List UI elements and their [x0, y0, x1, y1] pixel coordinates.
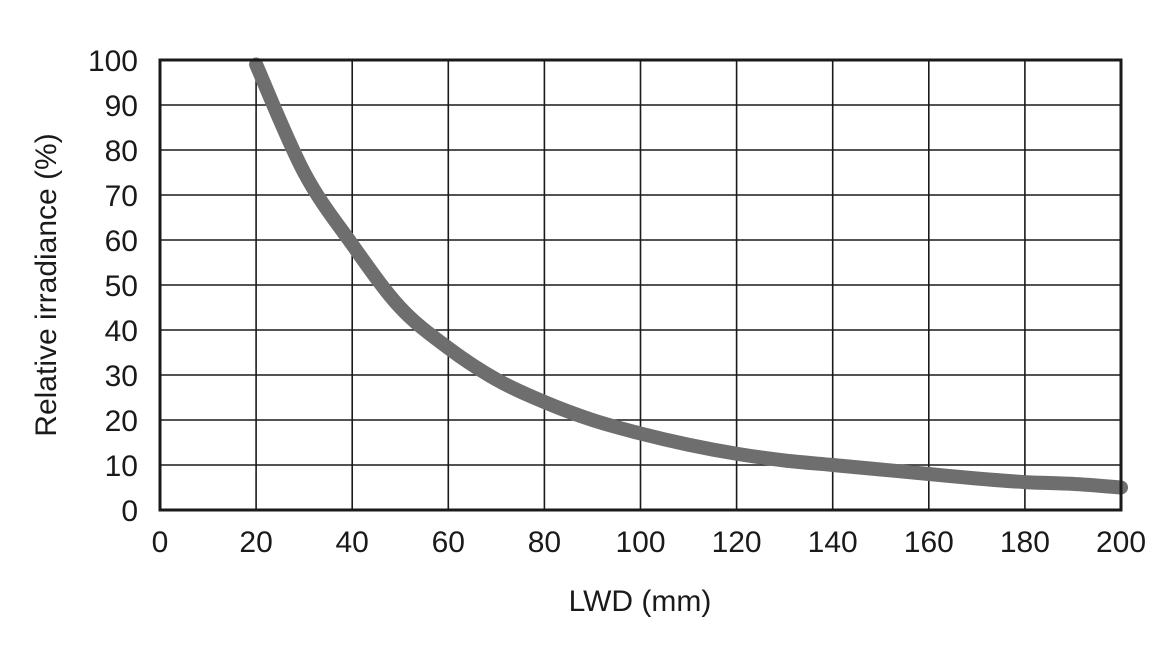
- y-tick-label: 0: [121, 495, 138, 528]
- y-tick-label: 100: [88, 45, 138, 78]
- x-tick-label: 0: [152, 526, 169, 559]
- x-tick-label: 60: [432, 526, 465, 559]
- y-tick-label: 10: [105, 450, 138, 483]
- x-tick-label: 120: [712, 526, 762, 559]
- y-tick-label: 50: [105, 270, 138, 303]
- x-tick-label: 160: [904, 526, 954, 559]
- x-tick-label: 40: [336, 526, 369, 559]
- y-tick-label: 40: [105, 315, 138, 348]
- y-tick-label: 30: [105, 360, 138, 393]
- series-layer: [249, 57, 1128, 495]
- x-axis-title: LWD (mm): [569, 585, 712, 618]
- x-tick-label: 180: [1000, 526, 1050, 559]
- y-tick-label: 60: [105, 225, 138, 258]
- series-line: [249, 57, 1128, 495]
- y-tick-label: 90: [105, 90, 138, 123]
- y-tick-label: 70: [105, 180, 138, 213]
- grid-lines: [159, 59, 1122, 511]
- y-tick-labels: 0 10 20 30 40 50 60 70 80 90 100: [88, 45, 138, 528]
- x-tick-label: 80: [528, 526, 561, 559]
- y-tick-label: 20: [105, 405, 138, 438]
- y-tick-label: 80: [105, 135, 138, 168]
- x-tick-label: 140: [808, 526, 858, 559]
- x-tick-label: 200: [1096, 526, 1146, 559]
- plot-frame: [158, 58, 1123, 512]
- x-tick-labels: 0 20 40 60 80 100 120 140 160 180 200: [152, 526, 1146, 559]
- x-tick-label: 20: [239, 526, 272, 559]
- x-tick-label: 100: [615, 526, 665, 559]
- y-axis-title: Relative irradiance (%): [30, 133, 63, 436]
